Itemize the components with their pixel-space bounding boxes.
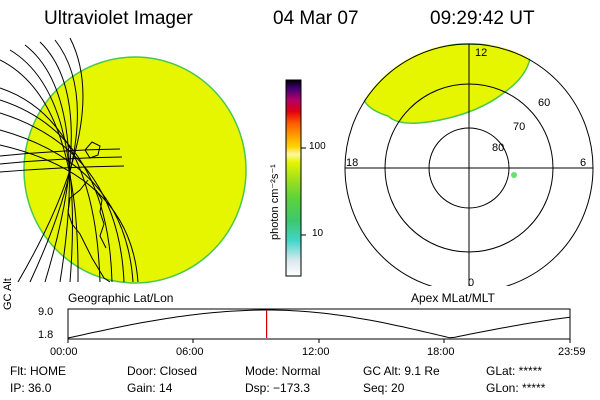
polar-aurora-region xyxy=(361,43,532,124)
app-title: Ultraviolet Imager xyxy=(44,8,193,29)
altitude-xtick-1200: 12:00 xyxy=(302,346,330,358)
mlt-label-0: 0 xyxy=(468,277,475,289)
geo-latitude-line xyxy=(0,156,123,165)
mlt-label-18: 18 xyxy=(346,157,359,169)
colorbar xyxy=(285,79,306,277)
geo-panel-label: Geographic Lat/Lon xyxy=(68,291,174,305)
altitude-xtick-0000: 00:00 xyxy=(50,346,78,358)
geo-meridian-line xyxy=(29,39,78,283)
geo-meridian-line xyxy=(17,37,84,283)
geo-meridian-line xyxy=(0,87,101,283)
altitude-plot-frame xyxy=(67,308,571,340)
date-label: 04 Mar 07 xyxy=(273,8,359,29)
geo-coastline xyxy=(67,141,111,283)
colorbar-tick-10: 10 xyxy=(312,228,324,239)
altitude-ytick-1-8: 1.8 xyxy=(38,329,54,341)
status-mode: Mode: Normal xyxy=(245,364,321,378)
altitude-xtick-0600: 06:00 xyxy=(176,346,204,358)
time-label: 09:29:42 UT xyxy=(430,8,535,29)
geo-meridian-line xyxy=(0,129,134,283)
status-gain: Gain: 14 xyxy=(127,381,173,395)
geo-meridian-line xyxy=(9,49,73,283)
mlt-label-6: 6 xyxy=(580,157,587,169)
mlat-label-80: 80 xyxy=(492,142,505,154)
status-door: Door: Closed xyxy=(127,364,198,378)
status-glat: GLat: ***** xyxy=(486,364,543,378)
status-ip: IP: 36.0 xyxy=(10,381,52,395)
status-glon: GLon: ***** xyxy=(486,381,546,395)
altitude-ylabel: GC Alt xyxy=(2,278,14,310)
colorbar-tick-100: 100 xyxy=(309,141,326,152)
altitude-curve xyxy=(67,309,571,339)
polar-panel-label: Apex MLat/MLT xyxy=(411,291,495,305)
altitude-xtick-1800: 18:00 xyxy=(427,346,455,358)
colorbar-unit-label: photon cm⁻²s⁻¹ xyxy=(269,164,281,240)
altitude-xtick-2359: 23:59 xyxy=(558,346,586,358)
mlt-label-12: 12 xyxy=(475,47,488,59)
geo-meridian-line xyxy=(39,41,72,283)
polar-plot xyxy=(344,43,594,286)
mlat-label-70: 70 xyxy=(513,121,526,133)
polar-emission-spot xyxy=(511,172,517,178)
geo-meridian-line xyxy=(24,44,70,283)
status-gc-alt: GC Alt: 9.1 Re xyxy=(363,364,440,378)
altitude-ytick-9: 9.0 xyxy=(38,306,54,318)
geo-meridian-line xyxy=(0,112,125,283)
altitude-plot xyxy=(67,308,571,343)
geo-latitude-line xyxy=(0,148,121,157)
colorbar-gradient xyxy=(285,79,302,277)
status-dsp: Dsp: −173.3 xyxy=(245,381,311,395)
status-flt: Flt: HOME xyxy=(10,364,66,378)
status-seq: Seq: 20 xyxy=(363,381,405,395)
geo-meridian-line xyxy=(0,59,79,283)
geographic-image xyxy=(0,37,247,284)
geo-latitude-line xyxy=(0,165,125,173)
mlat-label-60: 60 xyxy=(538,97,551,109)
